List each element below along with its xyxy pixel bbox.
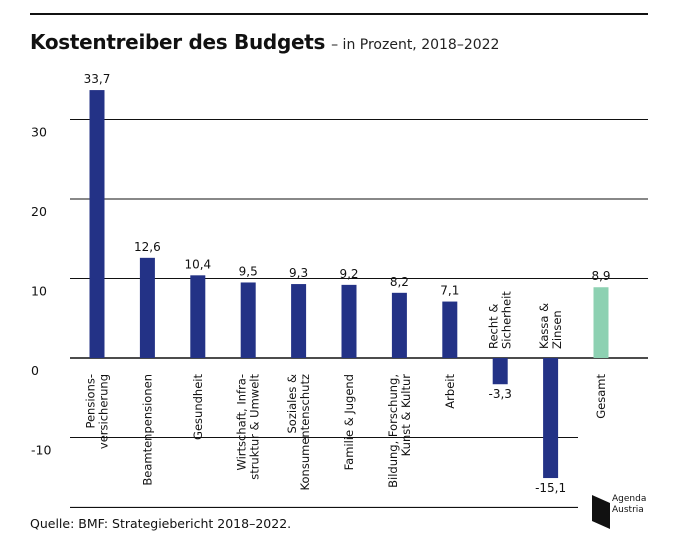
category-label-line: versicherung <box>97 374 111 449</box>
category-label: Arbeit <box>443 374 457 409</box>
category-label-line: Wirtschaft, Infra- <box>235 374 249 471</box>
value-label: 33,7 <box>84 72 111 86</box>
category-label: Recht & Sicherheit <box>487 291 514 349</box>
value-label: 8,9 <box>591 269 610 283</box>
category-label-line: Kassa & <box>537 303 551 349</box>
bar <box>240 282 256 358</box>
category-label: Beamtenpensionen <box>140 374 154 486</box>
category-label-line: Gesundheit <box>191 374 205 440</box>
y-tick-label: 20 <box>31 204 47 219</box>
category-label-line: Konsumentenschutz <box>298 374 312 490</box>
category-label-line: Gesamt <box>594 374 608 419</box>
chart-title: Kostentreiber des Budgets <box>30 30 326 54</box>
bar <box>442 301 458 358</box>
value-label: -3,3 <box>488 387 511 401</box>
y-tick-label: -10 <box>31 443 51 458</box>
y-tick-label: 10 <box>31 284 47 299</box>
category-label-line: struktur & Umwelt <box>248 374 262 480</box>
category-label-line: Sicherheit <box>500 291 514 349</box>
bar <box>341 284 357 358</box>
value-label: 10,4 <box>184 257 211 271</box>
category-label: Wirtschaft, Infra-struktur & Umwelt <box>235 374 262 480</box>
bar <box>543 358 559 479</box>
source-note: Quelle: BMF: Strategiebericht 2018–2022. <box>30 516 292 531</box>
top-rule <box>30 13 648 15</box>
category-label-line: Beamtenpensionen <box>140 374 154 486</box>
bar <box>291 284 307 358</box>
value-label: 12,6 <box>134 240 161 254</box>
category-label: Bildung, Forschung, Kunst & Kultur <box>386 374 413 488</box>
value-label: 9,5 <box>239 264 258 278</box>
category-label-line: Bildung, Forschung, <box>386 374 400 488</box>
value-label: 8,2 <box>390 275 409 289</box>
title-row: Kostentreiber des Budgets – in Prozent, 2… <box>30 30 499 54</box>
category-label: Kassa & Zinsen <box>537 303 564 349</box>
bar <box>190 275 206 358</box>
value-label: 7,1 <box>440 284 459 298</box>
value-label: 9,3 <box>289 266 308 280</box>
logo-line-1: Agenda <box>612 494 647 504</box>
category-label: Soziales & Konsumentenschutz <box>285 374 312 490</box>
category-label-line: Familie & Jugend <box>342 374 356 470</box>
bar <box>492 358 508 385</box>
category-label-line: Recht & <box>487 304 501 349</box>
value-label: 9,2 <box>339 267 358 281</box>
value-label: -15,1 <box>535 481 566 495</box>
bar <box>89 90 105 359</box>
category-label-line: Zinsen <box>550 310 564 349</box>
category-label-line: Kunst & Kultur <box>399 374 413 457</box>
category-label: Pensions-versicherung <box>84 374 111 449</box>
agenda-austria-logo-icon <box>592 495 610 529</box>
logo-line-2: Austria <box>612 505 644 515</box>
y-tick-label: 0 <box>31 363 39 378</box>
category-label-line: Pensions- <box>84 374 98 429</box>
category-label: Gesundheit <box>191 374 205 440</box>
logo-text: Agenda Austria <box>612 494 646 516</box>
category-label-line: Arbeit <box>443 374 457 409</box>
bar <box>391 292 407 358</box>
bar <box>139 257 155 358</box>
category-label-line: Soziales & <box>285 374 299 434</box>
bar <box>593 287 609 358</box>
category-label: Gesamt <box>594 374 608 419</box>
y-tick-label: 30 <box>31 125 47 140</box>
chart-subtitle: – in Prozent, 2018–2022 <box>331 37 500 53</box>
category-label: Familie & Jugend <box>342 374 356 470</box>
